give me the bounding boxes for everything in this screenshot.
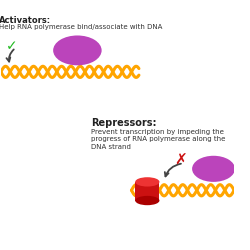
- Text: DNA strand: DNA strand: [92, 144, 131, 150]
- FancyArrowPatch shape: [6, 50, 14, 62]
- Ellipse shape: [135, 196, 160, 205]
- Polygon shape: [135, 182, 160, 201]
- Text: ✗: ✗: [174, 153, 187, 168]
- FancyBboxPatch shape: [135, 182, 160, 201]
- FancyArrowPatch shape: [165, 164, 181, 176]
- Text: ✓: ✓: [6, 39, 18, 53]
- Text: Prevent transcription by impeding the: Prevent transcription by impeding the: [92, 129, 224, 135]
- Ellipse shape: [192, 156, 235, 182]
- Ellipse shape: [135, 177, 160, 186]
- Text: Repressors:: Repressors:: [92, 118, 157, 128]
- Ellipse shape: [53, 36, 102, 65]
- Text: Activators:: Activators:: [0, 16, 51, 25]
- Text: progress of RNA polymerase along the: progress of RNA polymerase along the: [92, 136, 226, 142]
- Text: Help RNA polymerase bind/associate with DNA: Help RNA polymerase bind/associate with …: [0, 24, 162, 30]
